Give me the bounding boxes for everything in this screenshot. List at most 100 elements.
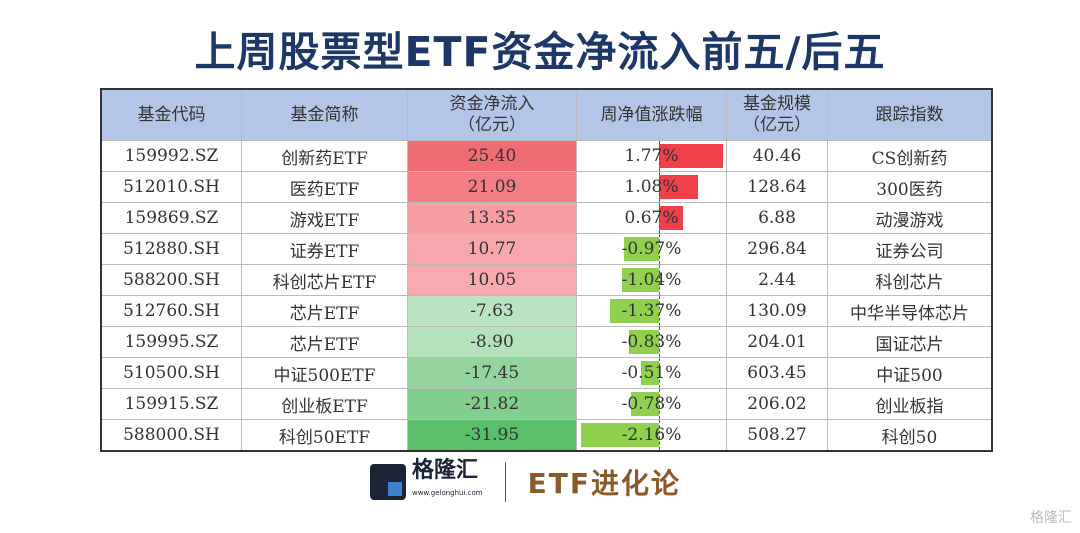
zero-axis bbox=[659, 234, 660, 264]
table-row: 159915.SZ 创业板ETF -21.82 -0.78% 206.02 创业板指 bbox=[100, 388, 993, 420]
cell-size: 204.01 bbox=[726, 326, 828, 358]
column-header: 跟踪指数 bbox=[827, 88, 993, 141]
divider bbox=[504, 462, 506, 502]
column-header: 基金规模 （亿元） bbox=[726, 88, 828, 141]
change-bar bbox=[581, 423, 659, 447]
cell-change: -0.78% bbox=[576, 388, 727, 420]
cell-code: 159995.SZ bbox=[100, 326, 242, 358]
change-value: -2.16% bbox=[621, 425, 682, 445]
table-row: 512760.SH 芯片ETF -7.63 -1.37% 130.09 中华半导体芯片 bbox=[100, 295, 993, 327]
cell-size: 128.64 bbox=[726, 171, 828, 203]
cell-code: 159992.SZ bbox=[100, 140, 242, 172]
zero-axis bbox=[659, 172, 660, 202]
table-row: 159869.SZ 游戏ETF 13.35 0.67% 6.88 动漫游戏 bbox=[100, 202, 993, 234]
cell-name: 证券ETF bbox=[241, 233, 408, 265]
cell-name: 创业板ETF bbox=[241, 388, 408, 420]
cell-name: 科创50ETF bbox=[241, 419, 408, 452]
change-value: 1.77% bbox=[624, 146, 679, 166]
change-value: -0.78% bbox=[621, 394, 682, 414]
cell-inflow: 10.77 bbox=[407, 233, 577, 265]
change-bar bbox=[640, 361, 659, 385]
cell-name: 科创芯片ETF bbox=[241, 264, 408, 296]
cell-size: 603.45 bbox=[726, 357, 828, 389]
table-row: 512010.SH 医药ETF 21.09 1.08% 128.64 300医药 bbox=[100, 171, 993, 203]
cell-index: 科创50 bbox=[827, 419, 993, 452]
cell-index: 动漫游戏 bbox=[827, 202, 993, 234]
cell-change: 1.77% bbox=[576, 140, 727, 172]
change-value: -0.83% bbox=[621, 332, 682, 352]
zero-axis bbox=[659, 296, 660, 326]
cell-size: 508.27 bbox=[726, 419, 828, 452]
cell-name: 芯片ETF bbox=[241, 326, 408, 358]
cell-size: 40.46 bbox=[726, 140, 828, 172]
cell-change: -1.04% bbox=[576, 264, 727, 296]
cell-size: 130.09 bbox=[726, 295, 828, 327]
table-row: 588000.SH 科创50ETF -31.95 -2.16% 508.27 科创50 bbox=[100, 419, 993, 452]
watermark: 格隆汇 bbox=[1030, 510, 1072, 526]
zero-axis bbox=[659, 327, 660, 357]
brand: 格隆汇 www.gelonghui.com bbox=[412, 460, 483, 504]
column-header: 资金净流入 （亿元） bbox=[407, 88, 577, 141]
cell-code: 512760.SH bbox=[100, 295, 242, 327]
cell-name: 创新药ETF bbox=[241, 140, 408, 172]
change-value: -0.51% bbox=[621, 363, 682, 383]
change-bar bbox=[630, 392, 659, 416]
cell-change: 0.67% bbox=[576, 202, 727, 234]
cell-size: 206.02 bbox=[726, 388, 828, 420]
table-row: 588200.SH 科创芯片ETF 10.05 -1.04% 2.44 科创芯片 bbox=[100, 264, 993, 296]
cell-code: 159915.SZ bbox=[100, 388, 242, 420]
column-header: 周净值涨跌幅 bbox=[576, 88, 727, 141]
table-row: 159992.SZ 创新药ETF 25.40 1.77% 40.46 CS创新药 bbox=[100, 140, 993, 172]
cell-name: 中证500ETF bbox=[241, 357, 408, 389]
cell-index: 科创芯片 bbox=[827, 264, 993, 296]
cell-name: 芯片ETF bbox=[241, 295, 408, 327]
cell-inflow: 13.35 bbox=[407, 202, 577, 234]
change-bar bbox=[659, 206, 684, 230]
column-header: 基金代码 bbox=[100, 88, 242, 141]
table-row: 159995.SZ 芯片ETF -8.90 -0.83% 204.01 国证芯片 bbox=[100, 326, 993, 358]
column-name: ETF进化论 bbox=[527, 467, 681, 500]
cell-index: 创业板指 bbox=[827, 388, 993, 420]
cell-size: 296.84 bbox=[726, 233, 828, 265]
cell-inflow: -31.95 bbox=[407, 419, 577, 452]
cell-inflow: 25.40 bbox=[407, 140, 577, 172]
cell-inflow: -21.82 bbox=[407, 388, 577, 420]
change-bar bbox=[624, 237, 659, 261]
cell-index: 300医药 bbox=[827, 171, 993, 203]
page-title: 上周股票型ETF资金净流入前五/后五 bbox=[194, 28, 886, 76]
change-bar bbox=[659, 175, 698, 199]
change-bar bbox=[659, 144, 723, 168]
etf-flow-table: 基金代码 基金简称 资金净流入 （亿元） 周净值涨跌幅 基金规模 （亿元） 跟踪指数 15… bbox=[100, 88, 993, 452]
zero-axis bbox=[659, 389, 660, 419]
cell-name: 医药ETF bbox=[241, 171, 408, 203]
table-row: 510500.SH 中证500ETF -17.45 -0.51% 603.45 中证500 bbox=[100, 357, 993, 389]
change-value: 0.67% bbox=[624, 208, 679, 228]
cell-change: -2.16% bbox=[576, 419, 727, 452]
cell-code: 159869.SZ bbox=[100, 202, 242, 234]
change-value: -1.37% bbox=[621, 301, 682, 321]
cell-index: 国证芯片 bbox=[827, 326, 993, 358]
cell-inflow: -8.90 bbox=[407, 326, 577, 358]
cell-inflow: -17.45 bbox=[407, 357, 577, 389]
cell-name: 游戏ETF bbox=[241, 202, 408, 234]
cell-change: -0.97% bbox=[576, 233, 727, 265]
cell-change: 1.08% bbox=[576, 171, 727, 203]
zero-axis bbox=[659, 358, 660, 388]
change-bar bbox=[629, 330, 659, 354]
change-value: -0.97% bbox=[621, 239, 682, 259]
cell-code: 588200.SH bbox=[100, 264, 242, 296]
gelonghui-logo-icon bbox=[370, 464, 406, 500]
zero-axis bbox=[659, 420, 660, 450]
zero-axis bbox=[659, 141, 660, 171]
brand-url: www.gelonghui.com bbox=[412, 489, 483, 497]
zero-axis bbox=[659, 265, 660, 295]
cell-index: 中证500 bbox=[827, 357, 993, 389]
cell-index: 中华半导体芯片 bbox=[827, 295, 993, 327]
cell-code: 512880.SH bbox=[100, 233, 242, 265]
change-value: -1.04% bbox=[621, 270, 682, 290]
cell-inflow: 21.09 bbox=[407, 171, 577, 203]
cell-size: 6.88 bbox=[726, 202, 828, 234]
cell-index: CS创新药 bbox=[827, 140, 993, 172]
cell-code: 588000.SH bbox=[100, 419, 242, 452]
brand-name: 格隆汇 bbox=[412, 458, 479, 483]
